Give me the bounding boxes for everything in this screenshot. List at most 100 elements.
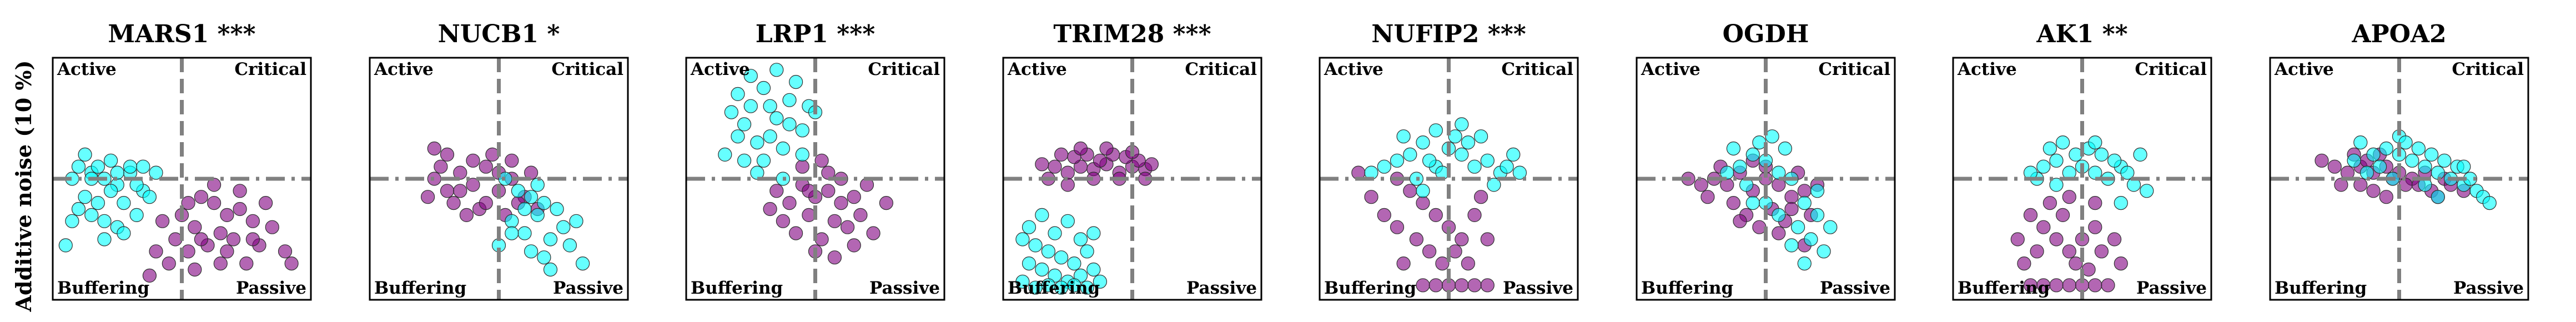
data-point <box>763 99 777 113</box>
data-point <box>446 196 461 210</box>
data-point <box>2107 153 2122 168</box>
data-point <box>1428 123 1443 138</box>
data-point <box>517 226 532 240</box>
data-point <box>1474 190 1488 204</box>
data-point <box>517 202 532 217</box>
data-point <box>453 165 467 180</box>
data-point <box>136 159 150 174</box>
data-point <box>524 190 539 204</box>
data-point <box>2120 165 2135 180</box>
data-point <box>1073 141 1088 156</box>
data-point <box>213 226 228 240</box>
scatter-panel: NUFIP2 *** Active Critical Buffering Passive <box>1319 20 1579 301</box>
data-point <box>181 196 195 210</box>
data-point <box>505 226 519 240</box>
data-point <box>814 153 829 168</box>
data-point <box>2114 256 2128 271</box>
data-point <box>2482 196 2497 210</box>
data-point <box>1022 220 1037 234</box>
data-point <box>1422 153 1437 168</box>
data-point <box>543 262 558 277</box>
data-point <box>1455 147 1469 162</box>
quadrant-label-passive: Passive <box>2136 278 2207 298</box>
data-point <box>2114 196 2128 210</box>
data-point <box>776 141 791 156</box>
data-point <box>1720 165 1734 180</box>
data-point <box>1694 178 1708 192</box>
data-point <box>1772 165 1786 180</box>
data-point <box>834 196 848 210</box>
data-point <box>2062 190 2076 204</box>
data-point <box>2405 153 2419 168</box>
data-point <box>142 190 157 204</box>
quadrant-label-passive: Passive <box>1820 278 1890 298</box>
data-point <box>2056 208 2070 222</box>
data-point <box>1480 278 1495 293</box>
quadrant-label-critical: Critical <box>2452 59 2524 79</box>
data-point <box>1416 135 1430 150</box>
data-point <box>1144 157 1159 172</box>
data-point <box>1054 250 1069 265</box>
data-point <box>782 196 797 210</box>
data-point <box>543 232 558 246</box>
data-point <box>1467 278 1482 293</box>
data-point <box>2437 153 2452 168</box>
data-point <box>1403 147 1417 162</box>
data-point <box>188 220 202 234</box>
data-point <box>194 232 208 246</box>
data-point <box>1823 220 1838 234</box>
data-point <box>2424 147 2439 162</box>
data-point <box>1435 256 1450 271</box>
data-point <box>2133 147 2147 162</box>
data-point <box>220 244 234 259</box>
data-point <box>2315 153 2329 168</box>
data-point <box>743 99 758 113</box>
data-point <box>769 63 784 77</box>
data-point <box>2036 159 2051 174</box>
data-point <box>524 244 539 259</box>
data-point <box>1416 184 1430 198</box>
data-point <box>505 214 519 228</box>
data-point <box>2042 141 2057 156</box>
data-point <box>530 208 545 222</box>
quadrant-label-buffering: Buffering <box>57 278 149 298</box>
data-point <box>2017 256 2031 271</box>
scatter-panel: LRP1 *** Active Critical Buffering Passive <box>685 20 945 301</box>
data-point <box>2094 147 2109 162</box>
data-point <box>1080 280 1094 295</box>
quadrant-label-critical: Critical <box>1818 59 1890 79</box>
data-point <box>284 256 299 271</box>
data-point <box>537 250 551 265</box>
data-point <box>1455 232 1469 246</box>
data-point <box>90 159 105 174</box>
data-point <box>259 196 273 210</box>
quadrant-label-critical: Critical <box>868 59 940 79</box>
data-point <box>479 196 493 210</box>
data-point <box>847 190 861 204</box>
data-point <box>763 129 777 144</box>
panel-frame <box>2269 57 2529 301</box>
data-point <box>1073 268 1088 283</box>
quadrant-label-active: Active <box>1957 59 2017 79</box>
quadrant-label-active: Active <box>57 59 117 79</box>
data-point <box>1778 141 1792 156</box>
data-point <box>1390 153 1405 168</box>
data-point <box>1015 232 1030 246</box>
data-point <box>788 226 803 240</box>
quadrant-label-buffering: Buffering <box>691 278 783 298</box>
data-point <box>1428 278 1443 293</box>
data-point <box>1784 238 1799 253</box>
data-point <box>2069 256 2083 271</box>
data-point <box>245 214 260 228</box>
data-point <box>1377 208 1391 222</box>
data-point <box>1467 208 1482 222</box>
scatter-panel: NUCB1 *Active Critical Buffering Passive <box>369 20 629 301</box>
data-point <box>1726 196 1740 210</box>
panel-title: OGDH <box>1723 20 1809 48</box>
data-point <box>1797 256 1812 271</box>
data-point <box>233 202 247 217</box>
data-point <box>1054 147 1069 162</box>
data-point <box>1487 178 1501 192</box>
data-point <box>505 153 519 168</box>
data-point <box>1028 238 1043 253</box>
